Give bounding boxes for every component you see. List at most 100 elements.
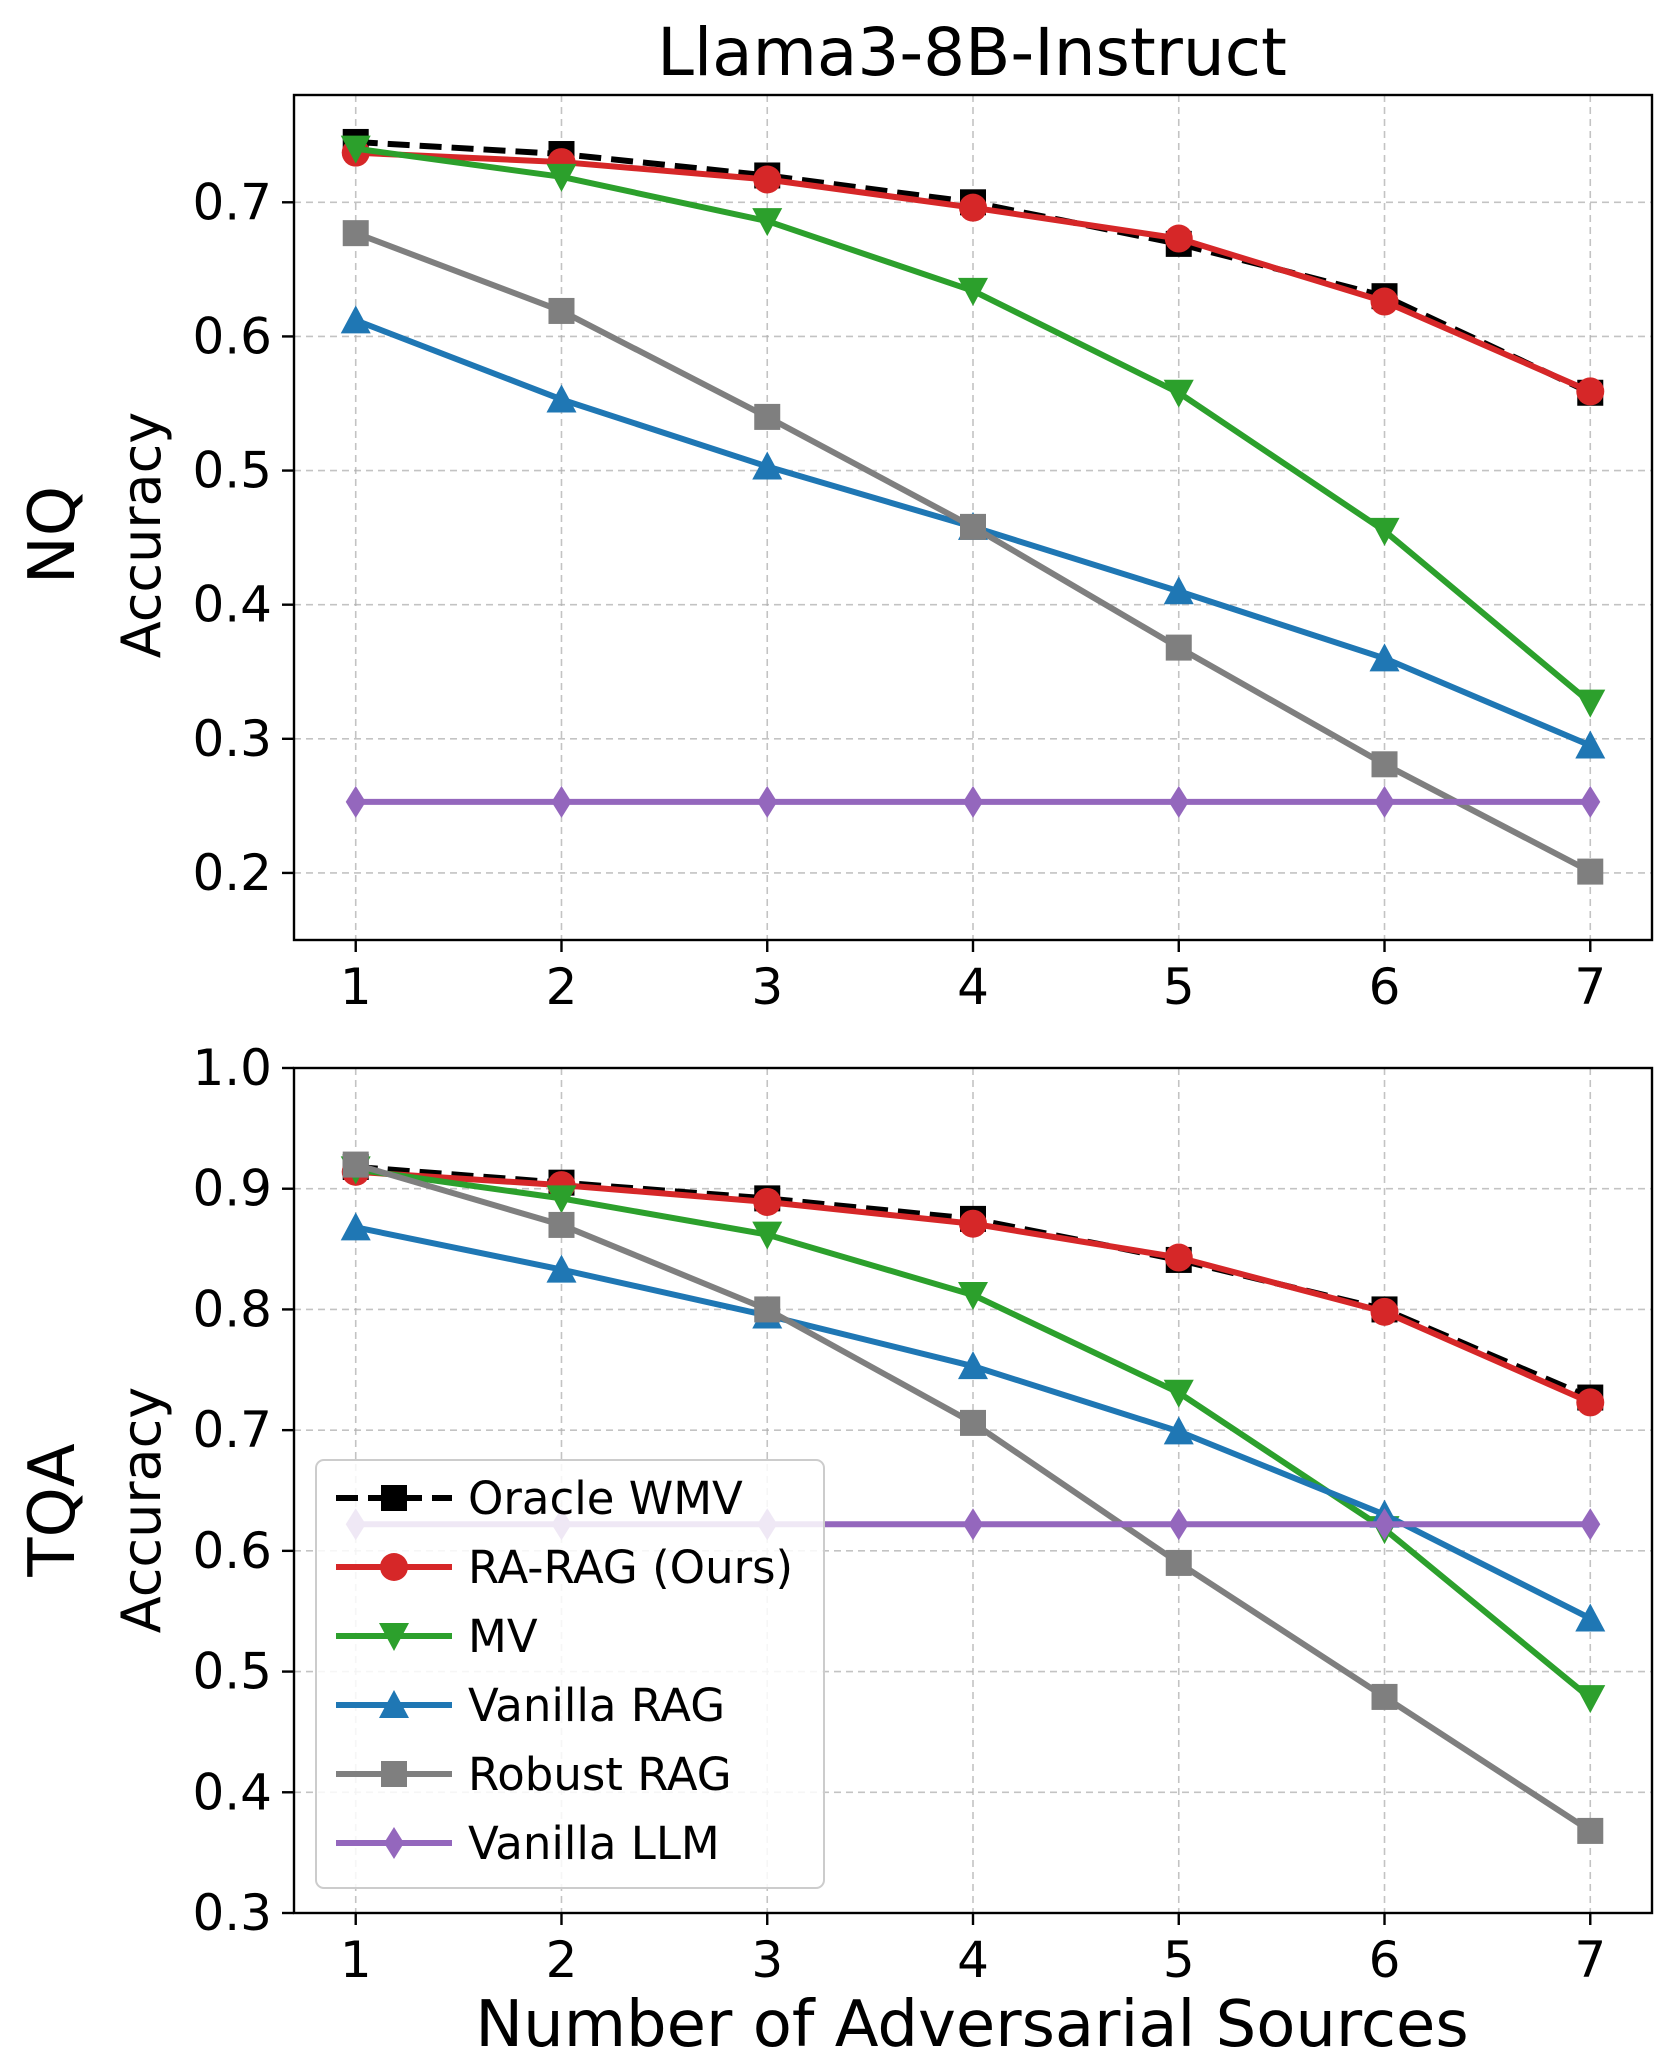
tqa-x-tick-label: 3 (751, 1931, 783, 1989)
nq-x-tick-label: 3 (751, 958, 783, 1016)
nq-point-vanilla-rag (1369, 643, 1400, 672)
nq-point-vanilla-llm (757, 785, 778, 818)
tqa-point-robust-rag (1577, 1817, 1604, 1844)
tqa-point-ra-rag-ours (1576, 1388, 1605, 1417)
nq-point-vanilla-llm (551, 785, 572, 818)
tqa-y-tick-label: 0.9 (192, 1160, 272, 1218)
tqa-point-mv (752, 1221, 783, 1250)
legend-entry-robust-rag: Robust RAG (336, 1748, 732, 1801)
legend-marker-vanilla-llm (384, 1827, 404, 1859)
tqa-point-mv (1163, 1379, 1194, 1408)
nq-point-robust-rag (1577, 858, 1604, 885)
nq-point-vanilla-rag (340, 305, 371, 334)
tqa-point-mv (546, 1185, 577, 1214)
tqa-point-vanilla-rag (958, 1351, 988, 1380)
nq-y-tick-label: 0.5 (192, 442, 272, 500)
nq-point-vanilla-rag (752, 451, 783, 480)
tqa-point-vanilla-rag (546, 1254, 577, 1283)
nq-point-robust-rag (548, 297, 575, 324)
tqa-x-tick-label: 1 (340, 1931, 372, 1989)
nq-point-mv (1575, 689, 1606, 718)
tqa-y-tick-label: 0.7 (192, 1401, 272, 1459)
nq-point-robust-rag (754, 403, 781, 430)
nq-point-mv (1163, 379, 1194, 408)
nq-point-vanilla-rag (546, 384, 577, 413)
legend-label-ra-rag-ours: RA-RAG (Ours) (468, 1541, 793, 1594)
nq-y-tick-label: 0.6 (192, 307, 272, 365)
nq-point-mv (752, 208, 783, 237)
tqa-point-vanilla-rag (1163, 1416, 1194, 1445)
nq-point-vanilla-llm (1580, 785, 1601, 818)
legend-marker-robust-rag (381, 1761, 407, 1787)
nq-dataset-label: NQ (16, 486, 90, 584)
nq-point-ra-rag-ours (753, 165, 782, 194)
tqa-y-axis-label: Accuracy (110, 1387, 173, 1634)
nq-series-mv (340, 135, 1606, 718)
tqa-x-tick-label: 7 (1574, 1931, 1606, 1989)
nq-point-robust-rag (960, 513, 986, 540)
legend-marker-vanilla-rag (379, 1690, 409, 1718)
nq-point-vanilla-rag (1575, 730, 1606, 759)
nq-x-tick-label: 6 (1369, 958, 1401, 1016)
tqa-point-robust-rag (1165, 1549, 1192, 1576)
nq-point-vanilla-llm (1374, 785, 1395, 818)
nq-panel: 1 2 3 4 5 6 7 0.2 0.3 0.4 0.5 0.6 0.7 (192, 93, 1654, 1016)
legend-marker-oracle-wmv (381, 1485, 407, 1511)
tqa-point-robust-rag (1371, 1683, 1398, 1710)
legend-entry-oracle-wmv: Oracle WMV (336, 1472, 743, 1525)
tqa-point-robust-rag (342, 1151, 369, 1178)
nq-point-vanilla-llm (963, 785, 983, 818)
nq-x-tick-label: 1 (340, 958, 372, 1016)
nq-point-ra-rag-ours (1370, 287, 1399, 316)
legend-entry-mv: MV (336, 1610, 538, 1663)
tqa-point-vanilla-rag (340, 1212, 371, 1241)
nq-y-axis-label: Accuracy (110, 412, 173, 659)
nq-y-tick-label: 0.4 (192, 576, 272, 634)
nq-y-tick-label: 0.2 (192, 844, 272, 902)
nq-x-tick-label: 5 (1163, 958, 1195, 1016)
tqa-point-ra-rag-ours (753, 1187, 782, 1216)
legend-entry-vanilla-llm: Vanilla LLM (336, 1817, 720, 1870)
tqa-point-mv (958, 1281, 988, 1310)
tqa-y-tick-label: 0.8 (192, 1280, 272, 1338)
legend-label-oracle-wmv: Oracle WMV (468, 1472, 743, 1525)
tqa-point-robust-rag (960, 1409, 986, 1436)
legend-label-vanilla-llm: Vanilla LLM (468, 1817, 720, 1870)
chart-title: Llama3-8B-Instruct (657, 14, 1287, 91)
nq-point-ra-rag-ours (1576, 377, 1605, 406)
tqa-series-robust-rag (342, 1151, 1604, 1844)
tqa-point-ra-rag-ours (1370, 1297, 1399, 1326)
tqa-x-tick-label: 6 (1369, 1931, 1401, 1989)
tqa-point-ra-rag-ours (1164, 1243, 1193, 1272)
legend-label-robust-rag: Robust RAG (468, 1748, 732, 1801)
tqa-x-tick-label: 5 (1163, 1931, 1195, 1989)
tqa-point-robust-rag (754, 1296, 781, 1323)
nq-point-vanilla-rag (1163, 576, 1194, 605)
tqa-x-tick-label: 4 (957, 1931, 989, 1989)
tqa-point-vanilla-rag (1575, 1603, 1606, 1632)
tqa-point-mv (1575, 1685, 1606, 1714)
legend-label-vanilla-rag: Vanilla RAG (468, 1679, 725, 1732)
nq-y-tick-label: 0.3 (192, 710, 272, 768)
nq-point-robust-rag (342, 220, 369, 247)
tqa-panel: 1 2 3 4 5 6 7 0.3 0.4 0.5 0.6 0.7 0.8 0.9 1.0 Oracle WM… (192, 1039, 1654, 1989)
tqa-dataset-label: TQA (16, 1443, 90, 1577)
legend-entry-ra-rag-ours: RA-RAG (Ours) (336, 1541, 793, 1594)
tqa-point-vanilla-llm (1580, 1508, 1601, 1541)
legend: Oracle WMV RA-RAG (Ours) MV Vanilla RAG Robu… (315, 1459, 825, 1889)
nq-y-tick-label: 0.7 (192, 173, 272, 231)
nq-series-vanilla-llm (345, 785, 1601, 818)
nq-x-tick-label: 2 (546, 958, 578, 1016)
nq-point-robust-rag (1371, 751, 1398, 778)
x-axis-label: Number of Adversarial Sources (475, 1988, 1468, 2062)
legend-marker-ra-rag-ours (380, 1553, 408, 1581)
legend-label-mv: MV (468, 1610, 538, 1663)
nq-point-mv (546, 163, 577, 192)
nq-point-mv (958, 277, 988, 306)
legend-entry-vanilla-rag: Vanilla RAG (336, 1679, 725, 1732)
nq-line-ra-rag-ours (355, 149, 1592, 395)
nq-point-mv (1369, 517, 1400, 546)
tqa-y-tick-label: 0.6 (192, 1522, 272, 1580)
